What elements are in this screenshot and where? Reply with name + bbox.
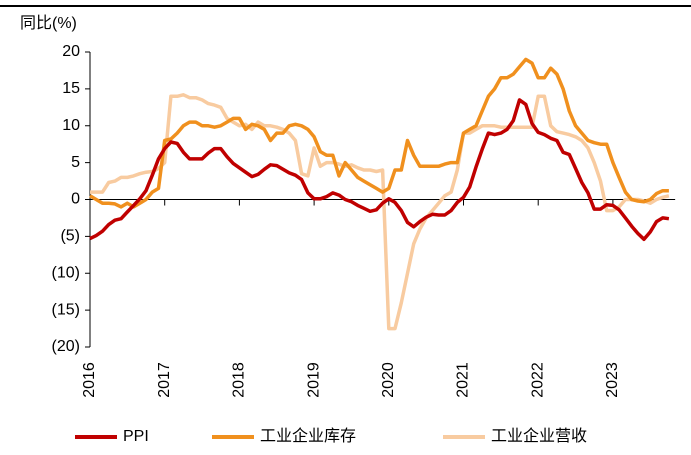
x-tick-label: 2023 <box>604 362 621 398</box>
y-tick-label: (15) <box>52 301 80 318</box>
legend-label: 工业企业营收 <box>491 427 587 445</box>
legend-label: PPI <box>123 428 149 445</box>
x-tick-label: 2020 <box>380 362 397 398</box>
y-tick-label: 0 <box>71 191 80 208</box>
y-tick-label: (20) <box>52 338 80 355</box>
y-axis-label: 同比(%) <box>20 14 77 32</box>
y-tick-label: 10 <box>62 117 80 134</box>
y-tick-label: 5 <box>71 154 80 171</box>
series-line <box>89 98 670 242</box>
y-tick-label: (10) <box>52 264 80 281</box>
x-tick-label: 2017 <box>156 362 173 398</box>
x-tick-label: 2022 <box>529 362 546 398</box>
legend-label: 工业企业库存 <box>260 427 356 445</box>
x-tick-label: 2019 <box>305 362 322 398</box>
y-tick-label: (5) <box>60 228 80 245</box>
series-line <box>90 93 670 331</box>
x-tick-label: 2021 <box>455 362 472 398</box>
x-tick-label: 2018 <box>231 362 248 398</box>
y-tick-label: 20 <box>62 43 80 60</box>
series-line <box>89 57 669 209</box>
x-tick-label: 2016 <box>81 362 98 398</box>
y-tick-label: 15 <box>62 80 80 97</box>
